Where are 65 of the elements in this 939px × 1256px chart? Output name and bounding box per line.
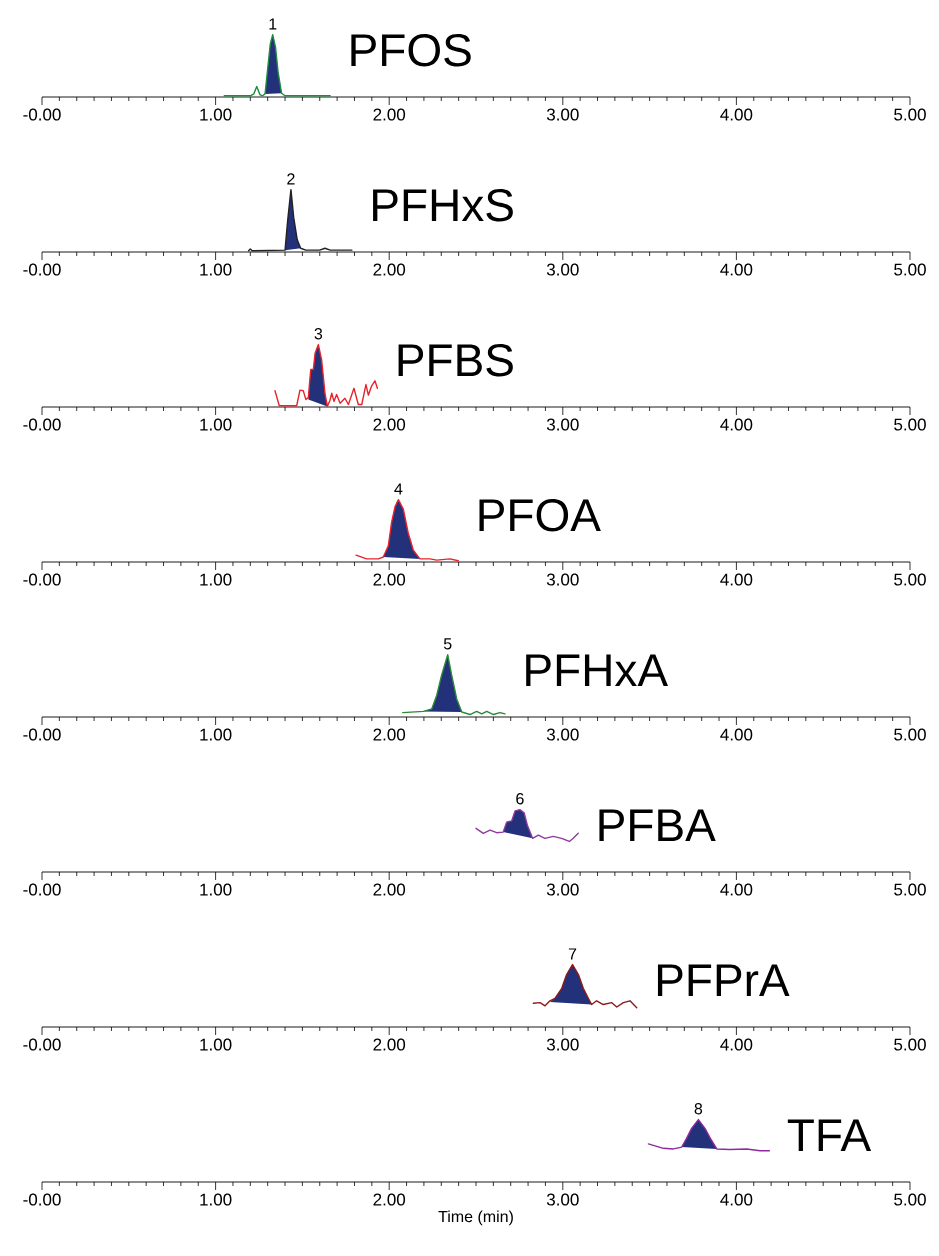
annotation: 7	[568, 948, 577, 960]
x-tick-label: 1.00	[200, 1193, 232, 1206]
annotation: 6	[516, 793, 524, 805]
x-tick-label: -0.00	[23, 108, 61, 121]
chart-title: PFPrA	[657, 964, 790, 997]
x-tick-label: 3.00	[546, 573, 579, 586]
chart-title: PFOA	[479, 498, 601, 532]
x-tick-label: 5.00	[894, 883, 926, 896]
x-tick-label: -0.00	[23, 728, 61, 741]
x-tick-label: 1.00	[200, 263, 232, 276]
x-tick-label: 4.00	[720, 883, 753, 896]
x-tick-label: -0.00	[23, 883, 61, 896]
x-tick-label: 2.00	[373, 263, 406, 276]
chart-title: TFA	[787, 1119, 872, 1152]
x-tick-label: 2.00	[373, 573, 406, 586]
x-tick-label: 3.00	[546, 728, 579, 741]
x-tick-label: 3.00	[546, 418, 579, 431]
x-tick-label: 1.00	[200, 883, 232, 896]
x-tick-label: 4.00	[720, 263, 753, 276]
x-tick-label: 2.00	[373, 883, 406, 896]
x-tick-label: 4.00	[720, 108, 753, 121]
x-tick-label: 5.00	[894, 263, 926, 276]
annotation: 3	[314, 328, 323, 340]
annotation: 8	[694, 1103, 703, 1115]
x-tick-label: 3.00	[546, 1038, 579, 1051]
annotation: 5	[443, 638, 452, 650]
x-tick-label: 4.00	[720, 1038, 753, 1051]
x-tick-label: -0.00	[23, 1038, 61, 1051]
x-tick-label: 1.00	[200, 418, 232, 431]
x-tick-label: 1.00	[200, 573, 232, 586]
x-tick-label: 5.00	[894, 108, 926, 121]
x-tick-label: 2.00	[373, 108, 406, 121]
chart-title: PFBA	[599, 809, 716, 842]
annotation: 2	[287, 173, 295, 185]
x-tick-label: -0.00	[23, 418, 61, 431]
x-tick-label: 3.00	[546, 1193, 579, 1206]
x-tick-label: 2.00	[373, 1193, 406, 1206]
x-tick-label: 3.00	[546, 108, 579, 121]
x-tick-label: -0.00	[23, 263, 61, 276]
x-tick-label: 4.00	[720, 573, 753, 586]
x-tick-label: 1.00	[200, 1038, 232, 1051]
chart-title: PFHxA	[526, 654, 668, 687]
x-tick-label: 4.00	[720, 418, 753, 431]
x-tick-label: -0.00	[23, 573, 61, 586]
x-tick-label: 3.00	[546, 883, 579, 896]
annotation: 4	[394, 483, 403, 495]
x-tick-label: 3.00	[546, 263, 579, 276]
x-tick-label: 4.00	[720, 1193, 753, 1206]
x-tick-label: -0.00	[23, 1193, 61, 1206]
chart-title: PFHxS	[373, 188, 513, 222]
x-tick-label: 1.00	[200, 108, 232, 121]
x-tick-label: 5.00	[894, 418, 926, 431]
x-tick-label: 2.00	[373, 418, 406, 431]
x-tick-label: 5.00	[894, 728, 926, 741]
x-tick-label: 5.00	[894, 1038, 926, 1051]
x-axis-title: Time (min)	[438, 1210, 513, 1226]
x-tick-label: 5.00	[894, 573, 926, 586]
x-tick-label: 4.00	[720, 728, 753, 741]
annotation: 1	[269, 18, 277, 30]
x-tick-label: 5.00	[894, 1193, 926, 1206]
x-tick-label: 1.00	[200, 728, 232, 741]
x-tick-label: 2.00	[373, 1038, 406, 1051]
chart-title: PFOS	[351, 33, 471, 67]
x-tick-label: 2.00	[373, 728, 406, 741]
chart-title: PFBS	[398, 343, 513, 377]
